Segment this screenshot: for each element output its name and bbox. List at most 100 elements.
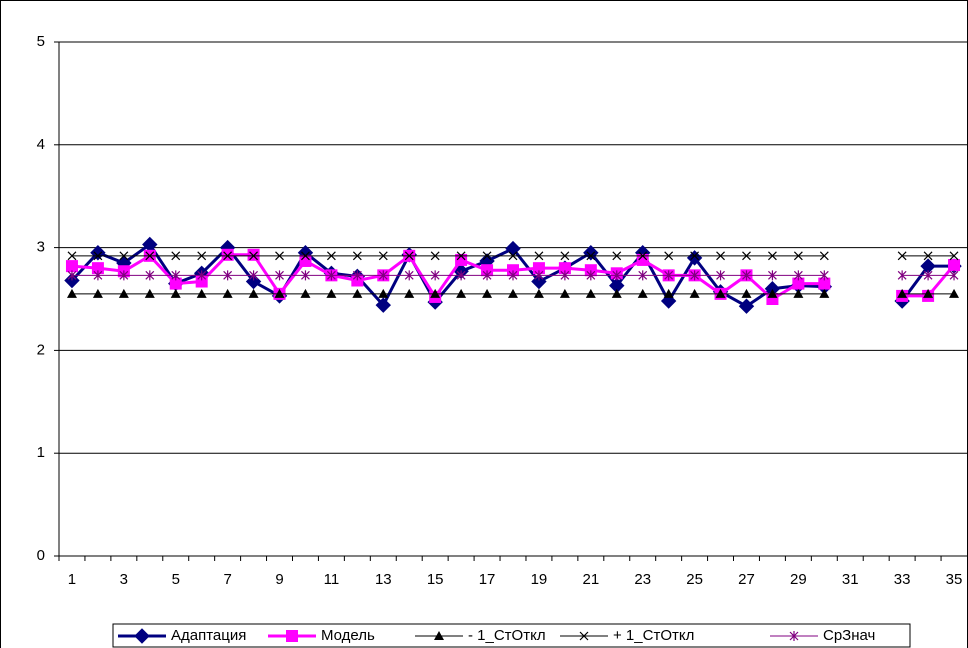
marker xyxy=(768,251,777,261)
marker xyxy=(664,251,674,261)
x-tick-label: 17 xyxy=(479,571,496,588)
marker xyxy=(274,288,285,298)
marker xyxy=(93,251,103,261)
legend-label: Модель xyxy=(321,627,375,644)
marker xyxy=(171,251,181,261)
marker xyxy=(533,288,544,298)
marker xyxy=(949,251,959,261)
marker xyxy=(949,270,959,281)
marker xyxy=(558,262,571,275)
marker xyxy=(579,631,589,641)
x-tick-label: 15 xyxy=(427,571,444,588)
x-tick-label: 21 xyxy=(582,571,599,588)
marker xyxy=(456,288,467,298)
marker xyxy=(690,251,700,261)
x-tick-label: 7 xyxy=(223,571,231,588)
marker xyxy=(249,251,258,261)
marker xyxy=(716,270,725,281)
marker xyxy=(300,288,311,298)
x-tick-label: 31 xyxy=(842,571,859,588)
marker xyxy=(768,270,777,281)
marker xyxy=(819,251,829,261)
marker xyxy=(221,248,234,261)
marker xyxy=(689,288,700,298)
series xyxy=(66,288,960,298)
marker xyxy=(119,270,129,281)
marker xyxy=(404,251,414,261)
marker xyxy=(430,251,440,261)
marker xyxy=(793,288,804,298)
marker xyxy=(586,270,596,281)
legend-label: - 1_СтОткл xyxy=(468,627,546,644)
marker xyxy=(715,288,726,298)
y-tick-label: 3 xyxy=(37,239,45,256)
marker xyxy=(223,270,233,281)
marker xyxy=(375,297,391,313)
marker xyxy=(66,288,77,298)
marker xyxy=(301,251,310,261)
marker xyxy=(637,288,648,298)
marker xyxy=(923,251,933,261)
y-tick-label: 2 xyxy=(37,341,45,358)
marker xyxy=(897,270,907,281)
marker xyxy=(482,288,493,298)
x-tick-label: 33 xyxy=(894,571,911,588)
marker xyxy=(638,270,648,281)
marker xyxy=(792,277,805,290)
marker xyxy=(93,270,103,281)
marker xyxy=(456,270,466,281)
marker xyxy=(134,628,150,644)
marker xyxy=(275,270,284,281)
marker xyxy=(742,270,751,281)
marker xyxy=(560,251,570,261)
marker xyxy=(404,288,415,298)
marker xyxy=(64,272,80,289)
x-tick-label: 19 xyxy=(531,571,548,588)
series xyxy=(67,251,959,261)
series xyxy=(67,270,959,281)
marker xyxy=(767,288,778,298)
x-tick-label: 23 xyxy=(634,571,651,588)
marker xyxy=(612,270,622,281)
marker xyxy=(67,251,77,261)
legend-label: Адаптация xyxy=(171,627,246,644)
marker xyxy=(638,251,648,261)
marker xyxy=(793,270,803,281)
marker xyxy=(819,288,830,298)
marker xyxy=(92,288,103,298)
legend-label: СрЗнач xyxy=(823,627,875,644)
x-tick-label: 11 xyxy=(324,571,340,588)
marker xyxy=(738,298,755,314)
marker xyxy=(169,277,182,290)
marker xyxy=(789,631,799,641)
marker xyxy=(249,270,258,281)
x-tick-label: 27 xyxy=(738,571,755,588)
marker xyxy=(223,251,233,261)
marker xyxy=(507,264,519,277)
marker xyxy=(145,251,155,261)
marker xyxy=(818,277,831,290)
marker xyxy=(65,260,78,273)
marker xyxy=(299,254,312,267)
marker xyxy=(326,270,336,281)
y-tick-label: 5 xyxy=(37,33,45,50)
marker xyxy=(636,253,649,266)
marker xyxy=(378,270,388,281)
marker xyxy=(923,288,934,298)
marker xyxy=(404,270,414,281)
marker xyxy=(482,270,492,281)
marker xyxy=(560,270,570,281)
marker xyxy=(584,264,597,277)
marker xyxy=(819,270,829,281)
x-tick-label: 29 xyxy=(790,571,807,588)
marker xyxy=(378,288,389,298)
marker xyxy=(532,262,545,275)
marker xyxy=(663,288,674,298)
marker xyxy=(275,251,284,261)
marker xyxy=(171,270,181,281)
legend-box xyxy=(112,623,911,648)
y-tick-label: 1 xyxy=(37,444,45,461)
marker xyxy=(286,630,298,642)
marker xyxy=(326,288,337,298)
